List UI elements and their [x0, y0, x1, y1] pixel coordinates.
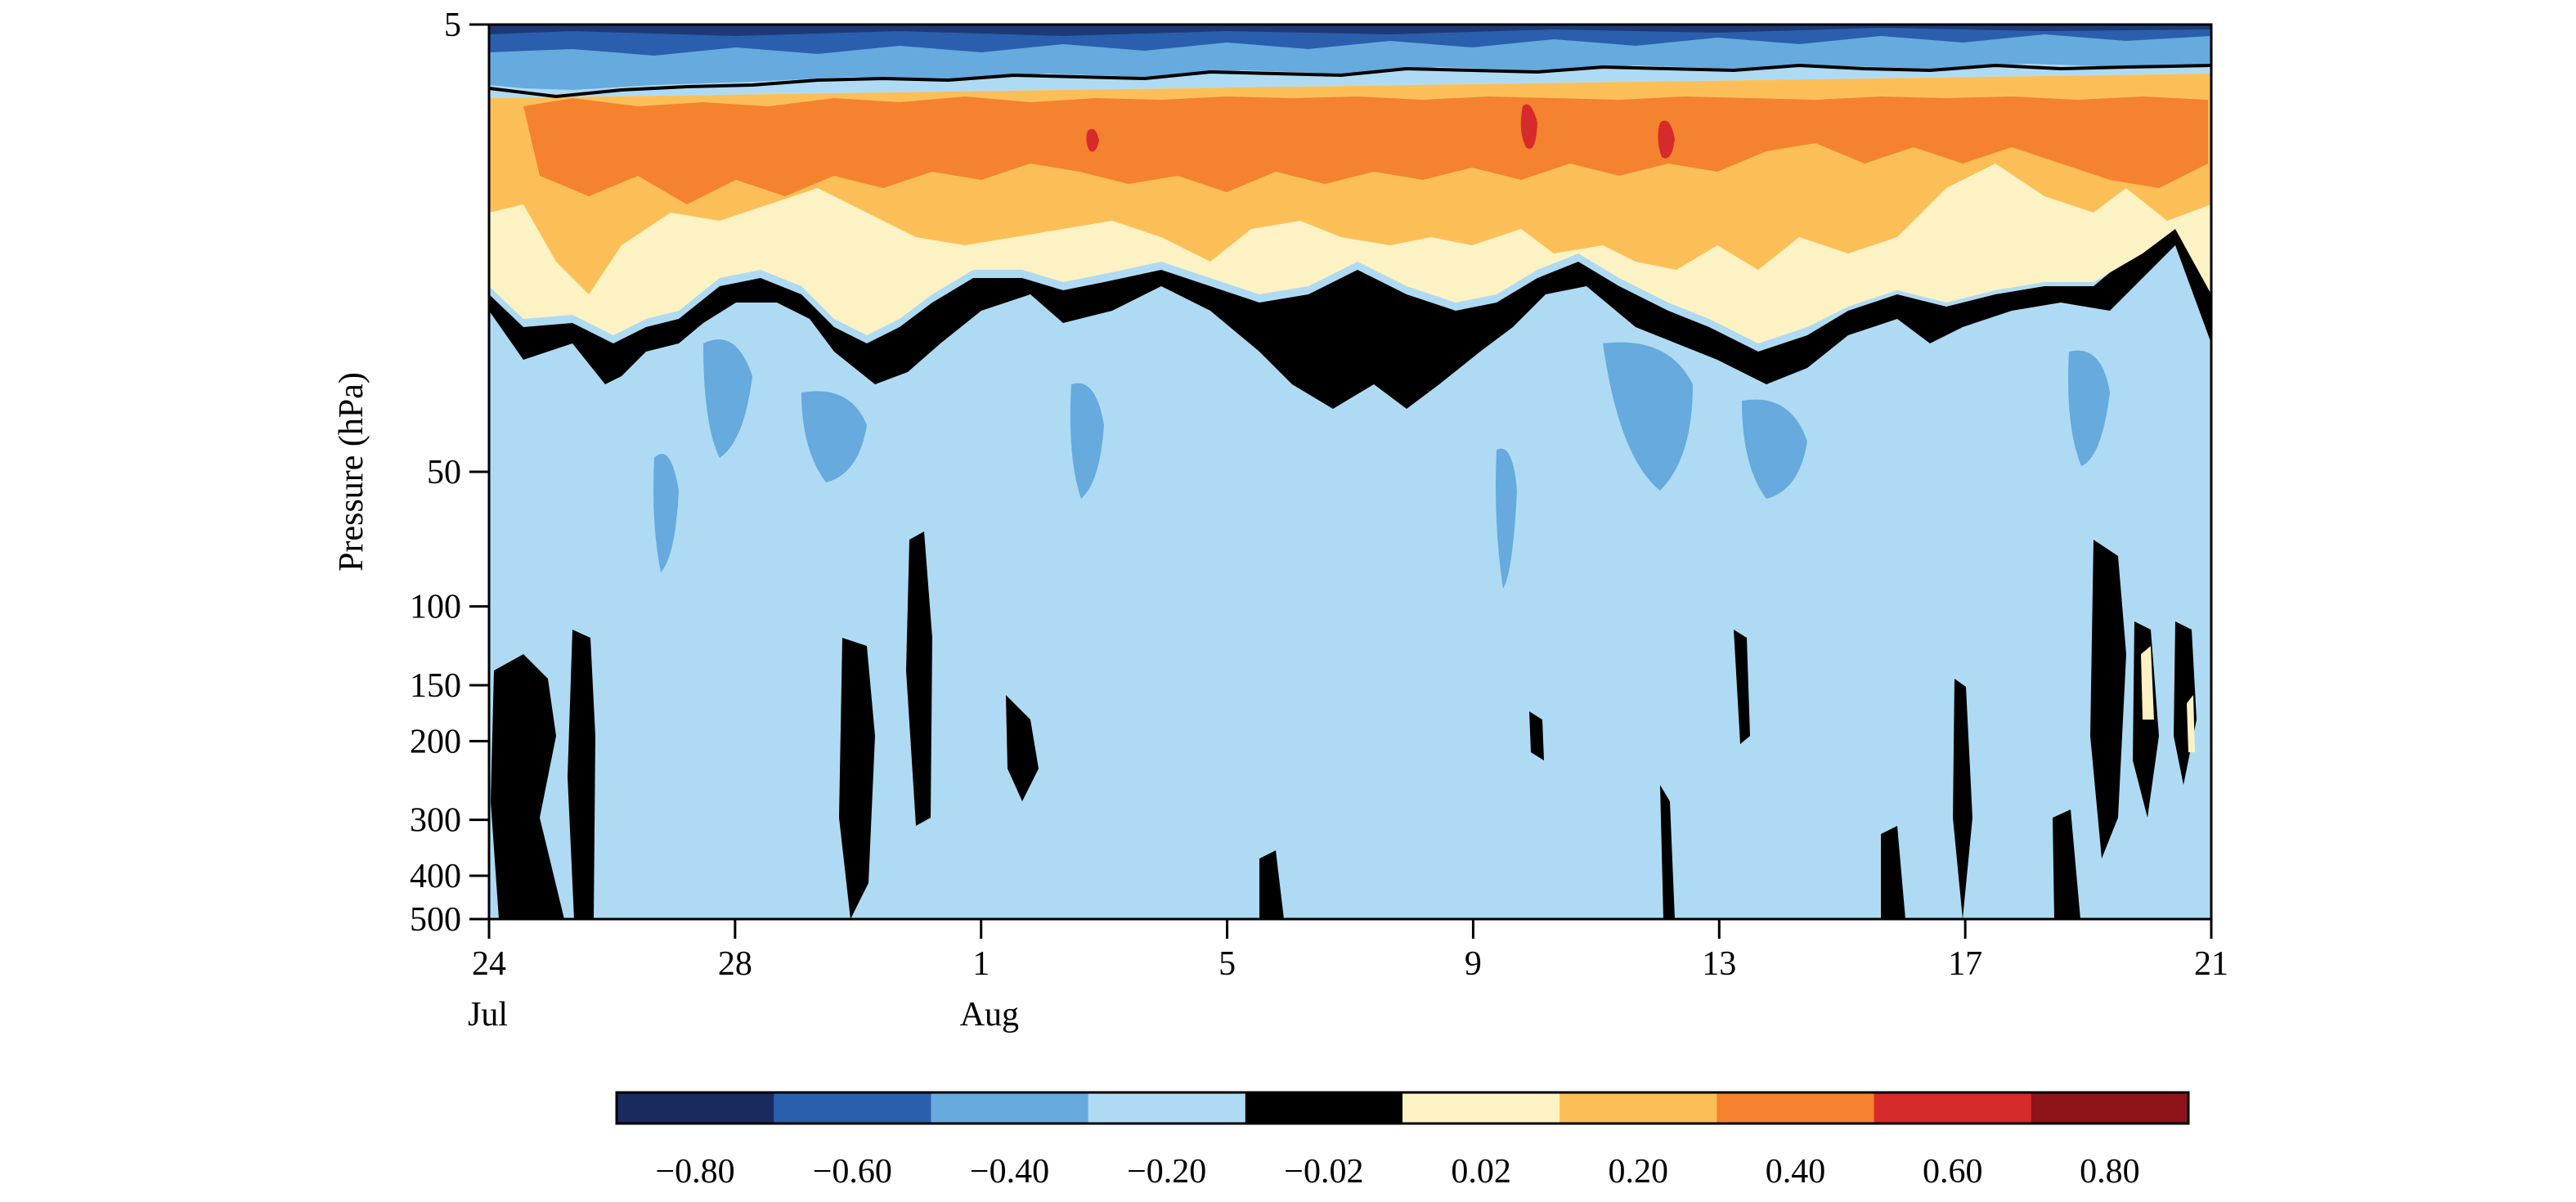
colorbar-swatch-4: [1245, 1092, 1403, 1124]
colorbar-swatch-8: [1874, 1092, 2032, 1124]
x-tick-sublabel-Jul: Jul: [468, 996, 508, 1034]
streak-black-5: [1006, 695, 1039, 801]
streak-black-1: [491, 654, 564, 919]
colorbar-swatch-3: [1088, 1092, 1246, 1124]
x-tick-label-Jul-28: 28: [718, 945, 752, 983]
blob-red-2: [1658, 120, 1675, 159]
colorbar-frame: [615, 1091, 2190, 1125]
x-tick-label-Aug-13: 13: [1702, 945, 1736, 983]
patch-pale-yellow-low-1: [2141, 646, 2154, 720]
colorbar-label-2: −0.40: [970, 1153, 1049, 1191]
y-tick-label-200: 200: [410, 723, 461, 760]
colorbar-swatch-1: [774, 1092, 931, 1124]
y-tick-label-300: 300: [410, 802, 461, 840]
layer-orange: [523, 96, 2208, 204]
y-axis-title: Pressure (hPa): [333, 372, 370, 572]
patch-blue-3: [1070, 383, 1104, 499]
x-tick-sublabel-Aug: Aug: [960, 996, 1019, 1034]
colorbar-swatch-2: [931, 1092, 1089, 1124]
colorbar-swatch-7: [1717, 1092, 1875, 1124]
y-tick-label-100: 100: [410, 589, 461, 626]
layer-dark-blue: [489, 25, 2211, 56]
streak-black-6: [1660, 785, 1675, 919]
y-tick-label-400: 400: [410, 858, 461, 895]
patch-blue-4: [1603, 342, 1693, 491]
streak-black-4: [906, 531, 932, 826]
y-tick-label-150: 150: [410, 667, 461, 705]
colorbar-label-1: −0.60: [813, 1153, 892, 1191]
colorbar-swatch-0: [617, 1092, 774, 1124]
colorbar-label-9: 0.80: [2080, 1153, 2140, 1191]
colorbar-label-4: −0.02: [1284, 1153, 1363, 1191]
colorbar-label-6: 0.20: [1609, 1153, 1669, 1191]
y-axis: 5 50 100 150 200 300 400 500: [410, 7, 489, 939]
streak-black-3: [839, 638, 875, 919]
y-tick-label-500: 500: [410, 901, 461, 939]
colorbar-label-5: 0.02: [1451, 1153, 1511, 1191]
patch-blue-6: [2068, 350, 2110, 466]
x-tick-label-Aug-1: 1: [972, 945, 990, 983]
streak-black-15: [1529, 711, 1544, 760]
patch-pale-yellow-low-2: [2187, 695, 2195, 752]
streak-black-7: [1734, 630, 1750, 744]
x-axis: 24 Jul 28 1 Aug 5 9 13 17 21: [468, 919, 2228, 1034]
colorbar-label-7: 0.40: [1766, 1153, 1826, 1191]
streak-black-14: [1881, 826, 1905, 919]
x-tick-label-Aug-21: 21: [2194, 945, 2228, 983]
patch-blue-1: [703, 339, 752, 458]
streak-black-8: [1953, 679, 1972, 919]
y-tick-label-50: 50: [427, 454, 461, 491]
x-tick-label-Aug-9: 9: [1465, 945, 1482, 983]
colorbar-label-0: −0.80: [656, 1153, 735, 1191]
blob-red-1: [1520, 104, 1537, 149]
colorbar: −0.80 −0.60 −0.40 −0.20 −0.02 0.02 0.20 0.40 0.6…: [615, 1091, 2190, 1191]
colorbar-swatch-5: [1402, 1092, 1560, 1124]
patch-blue-8: [1496, 448, 1517, 589]
patch-blue-7: [653, 454, 679, 572]
patch-blue-2: [801, 391, 867, 482]
contour-line-upper: [489, 63, 2211, 99]
colorbar-label-8: 0.60: [1923, 1153, 1983, 1191]
blob-red-3: [1086, 128, 1099, 152]
x-tick-label-Aug-5: 5: [1218, 945, 1236, 983]
tropopause-black-band: [489, 221, 2211, 409]
layer-navy: [489, 25, 2211, 36]
x-tick-label-Jul-24: 24: [472, 945, 506, 983]
colorbar-label-3: −0.20: [1127, 1153, 1206, 1191]
colorbar-swatch-6: [1560, 1092, 1717, 1124]
y-tick-label-5: 5: [444, 7, 461, 44]
contour-field: [489, 25, 2211, 919]
colorbar-swatch-9: [2031, 1092, 2189, 1124]
patch-blue-5: [1742, 399, 1807, 499]
streak-black-2: [568, 630, 595, 919]
streak-black-13: [1259, 850, 1284, 919]
streak-black-10: [2090, 540, 2126, 859]
streak-black-9: [2053, 810, 2080, 919]
x-tick-label-Aug-17: 17: [1948, 945, 1982, 983]
